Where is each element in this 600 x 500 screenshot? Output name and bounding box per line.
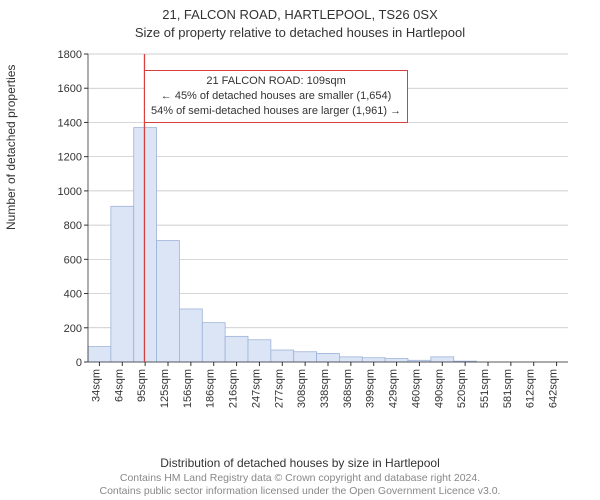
title-address: 21, FALCON ROAD, HARTLEPOOL, TS26 0SX xyxy=(0,6,600,24)
svg-text:520sqm: 520sqm xyxy=(456,369,468,408)
infobox-line1: 21 FALCON ROAD: 109sqm xyxy=(151,74,401,89)
svg-text:64sqm: 64sqm xyxy=(113,369,125,402)
svg-text:1000: 1000 xyxy=(58,186,82,198)
svg-text:429sqm: 429sqm xyxy=(388,369,400,408)
svg-text:460sqm: 460sqm xyxy=(410,369,422,408)
attribution: Contains HM Land Registry data © Crown c… xyxy=(0,472,600,498)
svg-text:800: 800 xyxy=(64,220,82,232)
infobox-line3: 54% of semi-detached houses are larger (… xyxy=(151,104,401,119)
svg-text:0: 0 xyxy=(76,357,82,369)
property-info-box: 21 FALCON ROAD: 109sqm ← 45% of detached… xyxy=(144,70,408,123)
svg-text:277sqm: 277sqm xyxy=(273,369,285,408)
svg-text:551sqm: 551sqm xyxy=(479,369,491,408)
svg-text:216sqm: 216sqm xyxy=(228,369,240,408)
svg-text:247sqm: 247sqm xyxy=(250,369,262,408)
attribution-line1: Contains HM Land Registry data © Crown c… xyxy=(0,472,600,485)
svg-text:125sqm: 125sqm xyxy=(159,369,171,408)
infobox-line2: ← 45% of detached houses are smaller (1,… xyxy=(151,89,401,104)
chart-area: 0 200 400 600 800 1000 1200 1400 1600 1800 34sqm 64… xyxy=(54,48,574,418)
svg-text:1800: 1800 xyxy=(58,49,82,61)
svg-text:34sqm: 34sqm xyxy=(90,369,102,402)
y-axis-label: Number of detached properties xyxy=(4,65,18,230)
svg-text:200: 200 xyxy=(64,323,82,335)
svg-text:338sqm: 338sqm xyxy=(319,369,331,408)
svg-text:399sqm: 399sqm xyxy=(365,369,377,408)
svg-text:642sqm: 642sqm xyxy=(548,369,560,408)
svg-text:400: 400 xyxy=(64,289,82,301)
svg-text:156sqm: 156sqm xyxy=(182,369,194,408)
svg-text:308sqm: 308sqm xyxy=(296,369,308,408)
attribution-line2: Contains public sector information licen… xyxy=(0,485,600,498)
x-axis-label: Distribution of detached houses by size … xyxy=(0,456,600,470)
svg-text:1200: 1200 xyxy=(58,152,82,164)
svg-text:1400: 1400 xyxy=(58,117,82,129)
svg-text:581sqm: 581sqm xyxy=(502,369,514,408)
svg-text:1600: 1600 xyxy=(58,83,82,95)
svg-text:95sqm: 95sqm xyxy=(136,369,148,402)
svg-text:186sqm: 186sqm xyxy=(205,369,217,408)
svg-text:600: 600 xyxy=(64,254,82,266)
svg-text:612sqm: 612sqm xyxy=(525,369,537,408)
svg-text:490sqm: 490sqm xyxy=(433,369,445,408)
chart-title-block: 21, FALCON ROAD, HARTLEPOOL, TS26 0SX Si… xyxy=(0,0,600,41)
svg-text:368sqm: 368sqm xyxy=(342,369,354,408)
title-subtitle: Size of property relative to detached ho… xyxy=(0,24,600,42)
